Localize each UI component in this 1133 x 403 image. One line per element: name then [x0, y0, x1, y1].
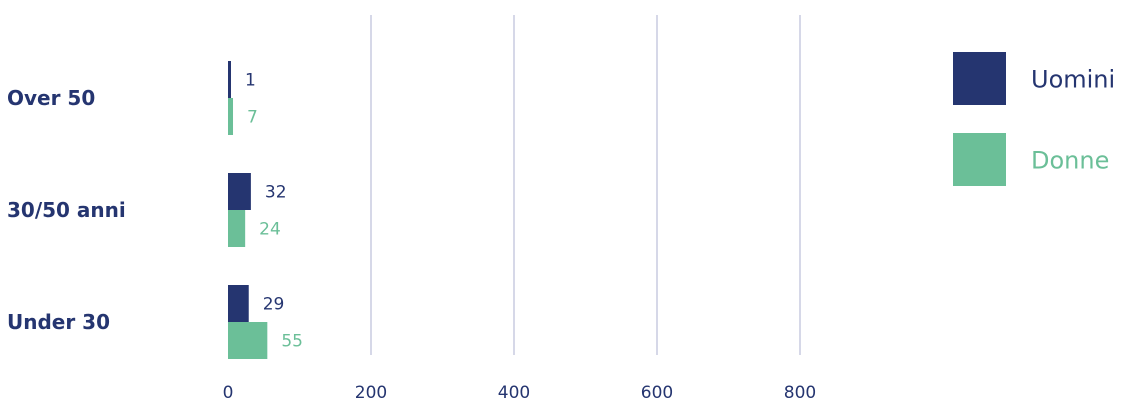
data-label: 1: [245, 71, 256, 91]
gridlines: [370, 15, 801, 355]
x-tick-label: 800: [784, 383, 816, 403]
x-tick-label: 200: [355, 383, 387, 403]
data-label: 32: [265, 183, 287, 203]
bar-donne: [228, 210, 246, 247]
data-label: 29: [263, 295, 285, 315]
data-label: 55: [281, 332, 303, 352]
bar-donne: [228, 98, 234, 135]
legend-label: Donne: [1031, 147, 1109, 175]
legend-swatch-donne: [953, 133, 1006, 186]
category-label: Over 50: [7, 86, 95, 110]
bar-uomini: [228, 61, 231, 98]
x-tick-label: 400: [498, 383, 530, 403]
data-labels: 1 32 29 7 24 55: [245, 71, 303, 352]
legend-swatch-uomini: [953, 52, 1006, 105]
category-label: 30/50 anni: [7, 198, 126, 222]
legend: Uomini Donne: [953, 52, 1115, 186]
category-labels: Over 50 30/50 anni Under 30: [7, 86, 126, 334]
x-axis-ticks: 0 200 400 600 800: [223, 383, 817, 403]
bar-donne: [228, 322, 268, 359]
x-tick-label: 0: [223, 383, 234, 403]
legend-label: Uomini: [1031, 66, 1115, 94]
bars: [228, 61, 268, 359]
bar-uomini: [228, 173, 251, 210]
x-tick-label: 600: [641, 383, 673, 403]
data-label: 7: [247, 108, 258, 128]
data-label: 24: [259, 220, 281, 240]
bar-uomini: [228, 285, 249, 322]
category-label: Under 30: [7, 310, 110, 334]
